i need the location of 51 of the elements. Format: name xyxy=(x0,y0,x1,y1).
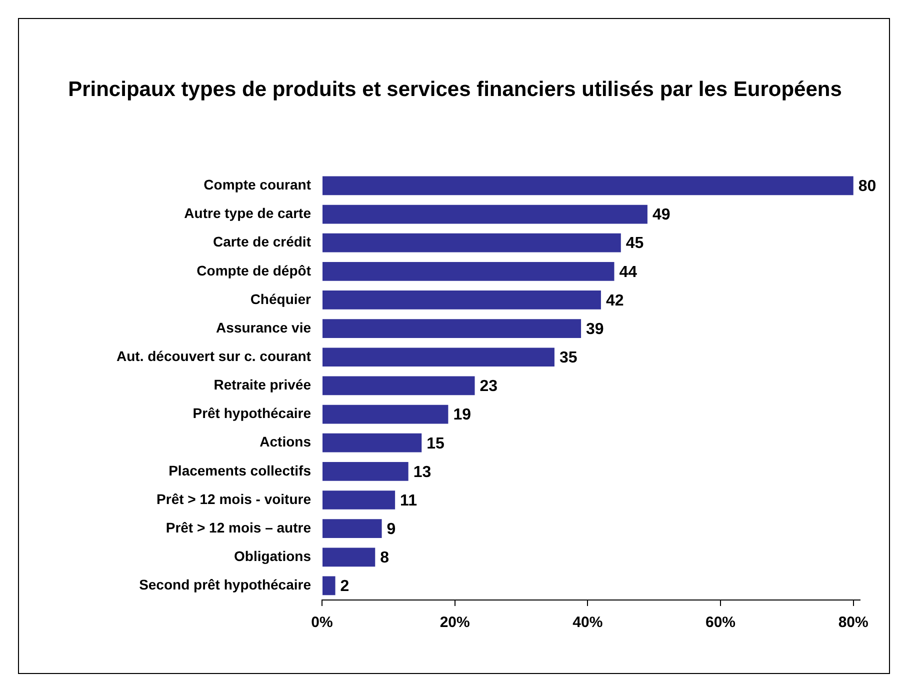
bar xyxy=(322,319,582,338)
y-tick-label: Chéquier xyxy=(250,290,312,307)
data-label: 19 xyxy=(453,406,472,424)
y-tick-label: Compte de dépôt xyxy=(196,262,312,278)
data-label: 23 xyxy=(480,378,498,396)
y-tick-label: Prêt hypothécaire xyxy=(192,405,312,422)
data-label: 35 xyxy=(559,350,578,367)
bar xyxy=(322,490,396,510)
x-tick-label: 40% xyxy=(572,614,603,632)
bar xyxy=(322,262,614,281)
data-label: 39 xyxy=(586,320,604,338)
bar xyxy=(322,576,336,596)
bar xyxy=(322,519,382,538)
y-tick-label: Assurance vie xyxy=(216,319,312,336)
bar xyxy=(322,462,408,481)
y-tick-label: Retraite privée xyxy=(214,376,312,393)
data-label: 15 xyxy=(426,435,445,452)
y-tick-label: Actions xyxy=(260,434,312,450)
y-tick-label: Prêt > 12 mois - voiture xyxy=(156,490,312,507)
bar xyxy=(322,433,422,452)
y-tick-label: Placements collectifs xyxy=(168,462,312,478)
bar xyxy=(322,290,601,310)
data-label: 45 xyxy=(626,235,644,252)
data-label: 11 xyxy=(400,492,418,510)
data-label: 80 xyxy=(858,178,876,196)
y-tick-label: Autre type de carte xyxy=(184,205,312,222)
bar xyxy=(322,233,621,252)
y-tick-label: Carte de crédit xyxy=(212,234,312,250)
bar xyxy=(322,548,376,567)
data-label: 42 xyxy=(606,292,624,310)
bar xyxy=(322,204,648,224)
x-tick-label: 20% xyxy=(440,614,470,632)
data-label: 13 xyxy=(413,464,432,481)
y-tick-label: Prêt > 12 mois – autre xyxy=(166,519,312,536)
y-tick-label: Compte courant xyxy=(204,176,312,193)
bar xyxy=(322,176,854,196)
data-label: 44 xyxy=(619,264,638,281)
data-label: 49 xyxy=(652,206,670,224)
bar xyxy=(322,404,448,424)
data-label: 8 xyxy=(380,550,390,567)
x-tick-label: 0% xyxy=(311,614,333,632)
y-tick-label: Second prêt hypothécaire xyxy=(139,576,312,593)
chart-title: Principaux types de produits et services financiers utilisés par les Européens xyxy=(67,77,843,103)
data-label: 9 xyxy=(386,520,396,538)
x-tick-label: 60% xyxy=(706,614,736,632)
bar xyxy=(322,348,554,367)
bar xyxy=(322,376,475,396)
y-tick-label: Obligations xyxy=(234,548,312,564)
data-label: 2 xyxy=(340,578,350,596)
y-tick-label: Aut. découvert sur c. courant xyxy=(116,348,312,364)
x-tick-label: 80% xyxy=(838,614,868,632)
